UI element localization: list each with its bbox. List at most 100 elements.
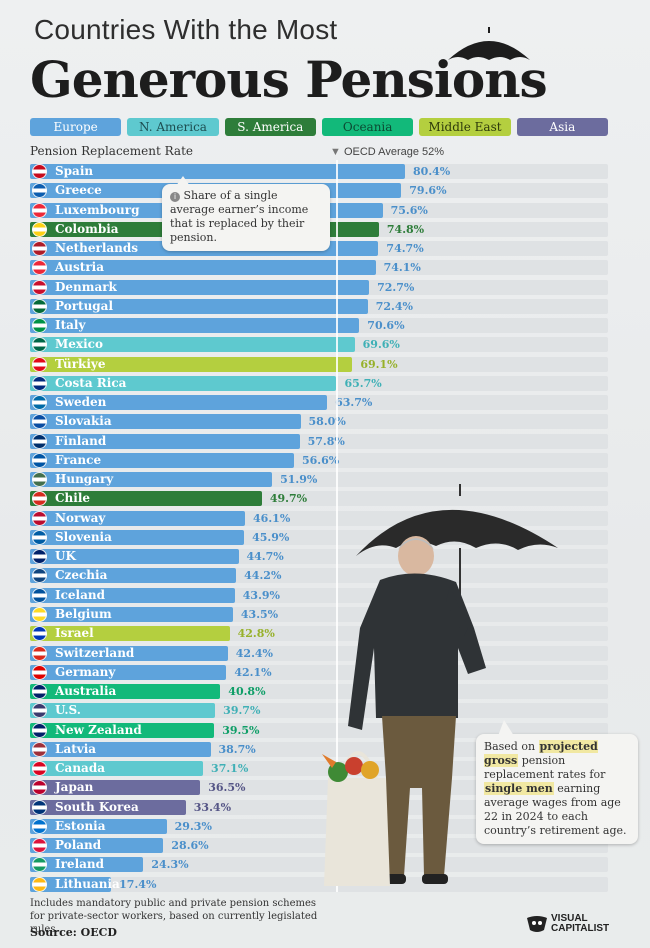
bar [30, 838, 164, 854]
country-flag-icon [32, 645, 47, 661]
info-icon: i [170, 192, 180, 202]
country-label: Poland [55, 838, 102, 853]
country-flag-icon [32, 318, 47, 334]
value-label: 40.8% [228, 685, 266, 699]
country-flag-icon [32, 472, 47, 488]
oecd-average-line [336, 160, 338, 892]
value-label: 57.8% [307, 434, 345, 448]
bar [30, 549, 239, 565]
value-label: 24.3% [151, 858, 189, 872]
bar [30, 414, 301, 430]
bar [30, 529, 245, 545]
bar-track [30, 818, 608, 834]
country-label: U.S. [55, 703, 81, 718]
bar [30, 664, 227, 680]
country-flag-icon [32, 241, 47, 257]
value-label: 29.3% [174, 819, 212, 833]
value-label: 37.1% [211, 762, 249, 776]
bar [30, 452, 294, 468]
country-flag-icon [32, 780, 47, 796]
country-label: Israel [55, 626, 94, 641]
country-label: Japan [55, 780, 94, 795]
country-label: France [55, 452, 102, 467]
value-label: 42.1% [234, 665, 272, 679]
value-label: 75.6% [390, 203, 428, 217]
country-label: Hungary [55, 472, 114, 487]
country-label: Slovakia [55, 414, 112, 429]
country-flag-icon [32, 202, 47, 218]
country-label: Ireland [55, 857, 105, 872]
bar [30, 818, 167, 834]
bar [30, 741, 211, 757]
country-label: Canada [55, 761, 105, 776]
country-flag-icon [32, 761, 47, 777]
bar [30, 318, 360, 334]
country-label: Denmark [55, 279, 117, 294]
country-label: Lithuania [55, 876, 120, 891]
country-label: Iceland [55, 587, 106, 602]
page-title: Generous Pensions [30, 50, 548, 109]
country-label: Italy [55, 318, 86, 333]
value-label: 74.1% [383, 261, 421, 275]
bar [30, 472, 273, 488]
country-flag-icon [32, 741, 47, 757]
bar [30, 587, 235, 603]
country-label: Latvia [55, 741, 97, 756]
country-flag-icon [32, 664, 47, 680]
legend-item: S. America [224, 118, 316, 136]
legend-item: Oceania [322, 118, 414, 136]
bar [30, 799, 186, 815]
country-label: Belgium [55, 606, 112, 621]
source: Source: OECD [30, 926, 117, 939]
country-flag-icon [32, 452, 47, 468]
bar [30, 645, 228, 661]
country-flag-icon [32, 375, 47, 391]
country-label: Türkiye [55, 356, 106, 371]
bar [30, 298, 368, 314]
bar [30, 491, 262, 507]
value-label: 74.8% [386, 222, 425, 236]
country-flag-icon [32, 722, 47, 738]
value-label: 65.7% [344, 376, 382, 390]
legend-item: Europe [30, 118, 122, 136]
country-flag-icon [32, 260, 47, 276]
country-label: Estonia [55, 818, 106, 833]
country-flag-icon [32, 818, 47, 834]
country-flag-icon [32, 298, 47, 314]
country-flag-icon [32, 221, 47, 237]
bar [30, 722, 215, 738]
brand-line-2: CAPITALIST [551, 923, 610, 934]
value-label: 63.7% [335, 396, 373, 410]
value-label: 36.5% [208, 781, 246, 795]
country-label: Austria [55, 260, 104, 275]
value-label: 43.5% [240, 607, 279, 621]
country-label: Spain [55, 164, 94, 178]
country-flag-icon [32, 838, 47, 854]
value-label: 42.8% [237, 627, 275, 641]
country-label: Sweden [55, 395, 107, 410]
country-label: Portugal [55, 298, 114, 313]
country-flag-icon [32, 433, 47, 449]
bar [30, 356, 353, 372]
value-label: 49.7% [269, 492, 308, 506]
country-flag-icon [32, 510, 47, 526]
country-flag-icon [32, 164, 47, 179]
bar [30, 279, 370, 295]
legend-item: Asia [516, 118, 608, 136]
value-label: 42.4% [235, 646, 274, 660]
country-label: Luxembourg [55, 202, 140, 217]
bar [30, 857, 144, 873]
bar-track [30, 857, 608, 873]
bar [30, 684, 221, 700]
bar [30, 568, 237, 584]
method-highlight-2: single men [484, 782, 554, 795]
country-label: Colombia [55, 221, 119, 236]
value-label: 58.0% [308, 415, 346, 429]
country-label: Australia [55, 684, 117, 699]
value-label: 33.4% [193, 800, 232, 814]
bar [30, 375, 337, 391]
value-label: 80.4% [413, 165, 451, 178]
country-flag-icon [32, 703, 47, 719]
country-label: Netherlands [55, 241, 139, 256]
value-label: 74.7% [386, 242, 424, 256]
